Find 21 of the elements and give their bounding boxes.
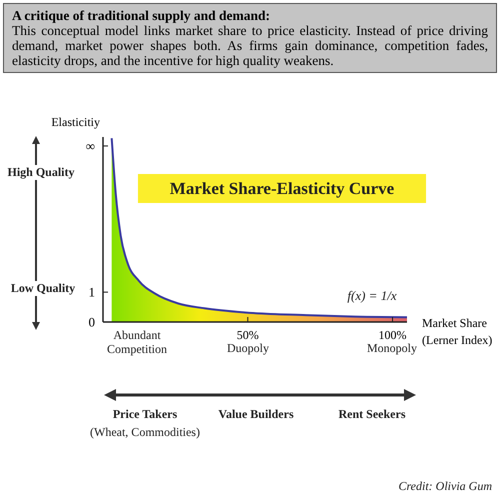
y-tick-label: 0: [88, 314, 95, 330]
text: Abundant Competition: [107, 328, 167, 356]
x-tick-label: 50%: [236, 328, 259, 342]
x-axis-title: Market Share (Lerner Index): [422, 316, 492, 347]
chart-title: A critique of traditional supply and demand:: [12, 8, 272, 23]
text: Monopoly: [366, 341, 418, 355]
text: Credit: Olivia Gum: [398, 479, 492, 493]
y-axis-title: Elasticitiy: [51, 115, 100, 129]
text: Value Builders: [218, 407, 294, 421]
text: Duopoly: [227, 341, 269, 355]
annotation: f(x) = 1/x: [347, 288, 397, 303]
chart-subtitle: This conceptual model links market share to price elasticity. Instead of price driving demand, market power shapes both. As firms gain dominance, competition fades, elasticity drops, and the incentive for high quality weakens.: [12, 23, 488, 68]
text: Low Quality: [10, 281, 76, 295]
y-tick-label: 1: [88, 284, 95, 300]
x-tick-label: 100%: [378, 328, 407, 342]
text: High Quality: [7, 165, 75, 179]
annotation: Market Share-Elasticity Curve: [170, 179, 395, 198]
text: (Wheat, Commodities): [90, 425, 200, 439]
text: Rent Seekers: [338, 407, 406, 421]
y-tick-label: ∞: [86, 138, 95, 154]
text: Price Takers: [112, 407, 178, 421]
